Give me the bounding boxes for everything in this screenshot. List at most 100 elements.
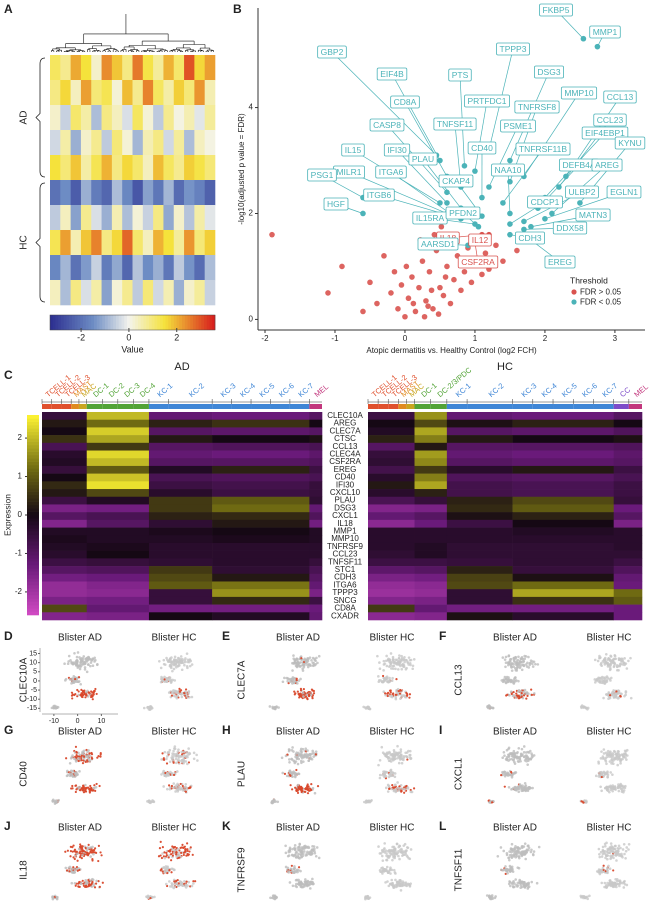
cell-dot <box>493 896 497 900</box>
cell-dot <box>389 774 392 778</box>
cell-dot <box>163 675 166 679</box>
point <box>479 213 485 219</box>
annotation-label: IL15RA <box>416 213 445 223</box>
cell-dot <box>186 658 190 662</box>
cell-dot <box>90 694 93 697</box>
cell-dot <box>507 753 510 757</box>
heatmap-cell <box>512 573 614 582</box>
cell-dot <box>600 661 603 665</box>
cell-dot <box>295 878 299 882</box>
cell-dot <box>283 676 286 680</box>
cell-dot <box>602 864 605 867</box>
color-scale <box>80 315 84 330</box>
heatmap-cell <box>212 496 310 505</box>
cell-dot <box>389 689 392 692</box>
cell-dot <box>82 749 86 753</box>
cell-dot <box>596 659 600 663</box>
cluster-bar <box>78 404 87 409</box>
heatmap-cell <box>613 504 643 513</box>
cell-dot <box>91 664 95 668</box>
cell-dot <box>500 774 503 777</box>
cell-dot <box>389 872 392 875</box>
color-scale <box>27 601 39 606</box>
heatmap-cell <box>446 442 513 451</box>
cell-dot <box>81 853 84 857</box>
cell-dot <box>604 676 607 680</box>
cell-dot <box>67 866 71 870</box>
cell-dot <box>291 788 294 791</box>
heatmap-cell <box>42 558 88 567</box>
cell-dot <box>88 788 91 791</box>
cell-dot <box>91 698 94 701</box>
cluster-label: KC-5 <box>258 381 277 399</box>
cell-dot <box>170 871 173 874</box>
color-scale <box>140 315 144 330</box>
cell-dot <box>84 789 87 793</box>
heatmap-cell <box>148 450 213 459</box>
point <box>482 250 489 257</box>
cell-dot <box>400 667 404 671</box>
cluster-bar <box>309 404 322 409</box>
heatmap-cell <box>414 519 448 528</box>
cell-dot <box>618 662 622 666</box>
cell-dot <box>606 884 610 887</box>
cell-dot <box>170 859 173 862</box>
color-scale <box>27 461 39 466</box>
cell-dot <box>388 679 391 683</box>
cell-dot <box>512 749 516 753</box>
heatmap-cell <box>101 55 113 81</box>
heatmap-cell <box>212 589 310 598</box>
heatmap-cell <box>309 496 323 505</box>
heatmap-cell <box>42 596 88 605</box>
heatmap-cell <box>111 130 123 156</box>
heatmap-cell <box>368 496 415 505</box>
heatmap-cell <box>184 280 195 306</box>
cell-dot <box>65 869 69 872</box>
color-scale <box>27 585 39 589</box>
cell-dot <box>397 880 400 884</box>
cell-dot <box>619 758 623 762</box>
cell-dot <box>55 800 58 804</box>
cell-dot <box>611 773 614 776</box>
heatmap-cell <box>184 155 195 181</box>
panel-letter: A <box>4 2 13 16</box>
cell-dot <box>90 753 94 756</box>
cell-dot <box>404 695 407 699</box>
annotation-box <box>552 221 588 235</box>
cell-dot <box>168 869 171 872</box>
cell-dot <box>69 855 72 858</box>
annotation-box <box>514 100 560 114</box>
heatmap-cell <box>204 205 216 231</box>
scale-tick-label: 0 <box>18 510 23 519</box>
heatmap-cell <box>122 130 133 156</box>
annotation-label: PSG1 <box>311 170 334 180</box>
cell-dot <box>176 784 179 787</box>
cluster-label: KC-7 <box>600 381 619 399</box>
color-scale <box>27 571 39 576</box>
heatmap-cell <box>42 450 88 459</box>
cell-dot <box>87 843 90 846</box>
heatmap-cell <box>50 55 61 81</box>
cell-dot <box>306 749 309 752</box>
cell-dot <box>511 753 515 756</box>
cell-dot <box>179 655 183 658</box>
cell-dot <box>82 789 85 792</box>
cell-dot <box>510 692 513 696</box>
gene-label: CLEC7A <box>237 660 248 699</box>
cell-dot <box>179 880 183 884</box>
annotation-box <box>307 168 337 182</box>
heatmap-cell <box>42 527 88 536</box>
cell-dot <box>76 859 79 862</box>
cell-dot <box>600 771 604 775</box>
cell-dot <box>388 664 392 667</box>
cell-dot <box>166 871 169 875</box>
cell-dot <box>288 770 292 774</box>
plot-title: Blister AD <box>58 823 102 834</box>
cell-dot <box>517 663 520 667</box>
cell-dot <box>512 694 516 697</box>
heatmap-cell <box>414 512 448 521</box>
heatmap-cell <box>86 496 150 505</box>
cell-dot <box>166 884 169 888</box>
cell-dot <box>94 789 97 792</box>
cell-dot <box>190 695 194 699</box>
